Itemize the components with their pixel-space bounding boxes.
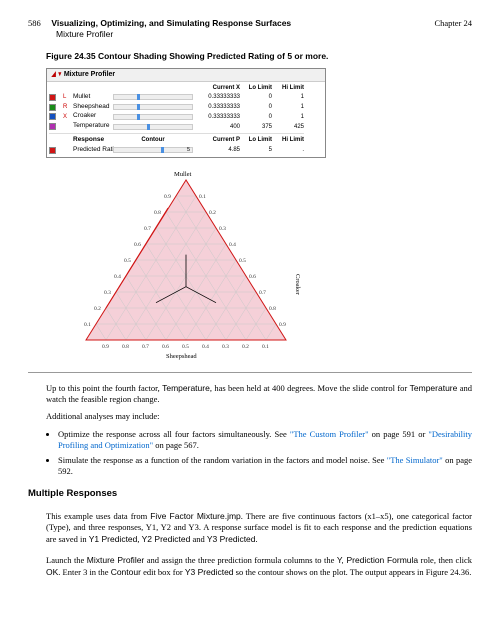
- factor-slider[interactable]: [113, 94, 193, 100]
- svg-text:0.6: 0.6: [249, 274, 256, 280]
- factor-lo[interactable]: 0: [242, 103, 272, 111]
- section-multiple-responses: Multiple Responses: [28, 488, 472, 501]
- ternary-plot: 0.1 0.1 0.2 0.2 0.3 0.3 0.4 0.4 0.5 0.5 0.6 0.6 0.7 0…: [46, 158, 326, 366]
- svg-text:0.4: 0.4: [114, 274, 121, 280]
- factor-slider[interactable]: [113, 124, 193, 130]
- contour-label: Contour: [113, 136, 193, 144]
- response-color[interactable]: [49, 147, 56, 154]
- svg-text:0.1: 0.1: [84, 322, 91, 328]
- para-feasible: Up to this point the fourth factor, Temp…: [46, 383, 472, 406]
- figure-caption: Figure 24.35 Contour Shading Showing Pre…: [46, 51, 472, 62]
- page-number: 586: [28, 18, 41, 28]
- svg-text:0.5: 0.5: [124, 258, 131, 264]
- svg-text:0.7: 0.7: [142, 344, 149, 350]
- disclosure-icon[interactable]: ◢: [52, 70, 56, 79]
- para-launch: Launch the Mixture Profiler and assign t…: [46, 555, 472, 578]
- factor-currentx[interactable]: 400: [195, 123, 240, 131]
- response-label: Response: [73, 136, 111, 145]
- svg-text:0.7: 0.7: [144, 226, 151, 232]
- factor-hi[interactable]: 1: [274, 93, 304, 101]
- svg-text:0.9: 0.9: [279, 322, 286, 328]
- factor-hi[interactable]: 425: [274, 123, 304, 131]
- svg-text:0.1: 0.1: [262, 344, 269, 350]
- svg-text:0.8: 0.8: [269, 306, 276, 312]
- svg-text:0.5: 0.5: [182, 344, 189, 350]
- header-subtitle: Mixture Profiler: [56, 29, 472, 40]
- factor-hi[interactable]: 1: [274, 103, 304, 111]
- response-hi[interactable]: .: [274, 146, 304, 154]
- svg-text:0.7: 0.7: [259, 290, 266, 296]
- factor-lo[interactable]: 375: [242, 123, 272, 131]
- col-lolimit: Lo Limit: [242, 84, 272, 92]
- col-currentx: Current X: [195, 84, 240, 92]
- factor-currentx[interactable]: 0.33333333: [195, 113, 240, 121]
- factor-hi[interactable]: 1: [274, 113, 304, 121]
- factor-slider[interactable]: [113, 104, 193, 110]
- svg-text:0.8: 0.8: [122, 344, 129, 350]
- svg-text:0.2: 0.2: [242, 344, 249, 350]
- factor-lo[interactable]: 0: [242, 113, 272, 121]
- factor-name: Sheepshead: [73, 103, 111, 112]
- list-item: Simulate the response as a function of t…: [58, 455, 472, 478]
- mixture-profiler-panel: ◢ ▾ Mixture Profiler Current X Lo Limit …: [46, 68, 326, 157]
- col-hilimit: Hi Limit: [274, 84, 304, 92]
- svg-text:Croaker: Croaker: [294, 274, 301, 296]
- col-currentp: Current P: [195, 136, 240, 144]
- link-simulator[interactable]: "The Simulator": [387, 455, 443, 465]
- svg-text:0.8: 0.8: [154, 210, 161, 216]
- svg-text:0.9: 0.9: [164, 194, 171, 200]
- svg-text:0.2: 0.2: [209, 210, 216, 216]
- svg-text:Mullet: Mullet: [174, 171, 192, 178]
- contour-slider[interactable]: 5: [113, 147, 193, 153]
- response-currentp: 4.85: [195, 146, 240, 154]
- svg-text:0.4: 0.4: [229, 242, 236, 248]
- svg-text:0.4: 0.4: [202, 344, 209, 350]
- analysis-list: Optimize the response across all four fa…: [58, 429, 472, 478]
- svg-text:0.6: 0.6: [134, 242, 141, 248]
- factor-name: Temperature: [73, 122, 111, 131]
- svg-text:0.3: 0.3: [222, 344, 229, 350]
- factor-name: Mullet: [73, 93, 111, 102]
- svg-text:0.2: 0.2: [94, 306, 101, 312]
- profiler-title-text: Mixture Profiler: [64, 71, 115, 78]
- list-item: Optimize the response across all four fa…: [58, 429, 472, 452]
- factor-name: Croaker: [73, 112, 111, 121]
- col-hilimit2: Hi Limit: [274, 136, 304, 144]
- axis-letter: R: [63, 103, 71, 111]
- col-lolimit2: Lo Limit: [242, 136, 272, 144]
- link-custom-profiler[interactable]: "The Custom Profiler": [290, 429, 369, 439]
- profiler-title-bar: ◢ ▾ Mixture Profiler: [47, 69, 325, 81]
- svg-text:0.9: 0.9: [102, 344, 109, 350]
- response-lo[interactable]: 5: [242, 146, 272, 154]
- svg-text:0.3: 0.3: [219, 226, 226, 232]
- response-name: Predicted Rating: [73, 146, 111, 155]
- factor-color-temperature[interactable]: [49, 123, 56, 130]
- profiler-controls: Current X Lo Limit Hi Limit L Mullet 0.3…: [47, 82, 325, 157]
- svg-text:0.1: 0.1: [199, 194, 206, 200]
- chapter-title: Visualizing, Optimizing, and Simulating …: [51, 18, 291, 28]
- factor-color-mullet[interactable]: [49, 94, 56, 101]
- page-header: 586 Visualizing, Optimizing, and Simulat…: [28, 18, 472, 29]
- factor-currentx[interactable]: 0.33333333: [195, 103, 240, 111]
- factor-slider[interactable]: [113, 114, 193, 120]
- ternary-svg: 0.1 0.1 0.2 0.2 0.3 0.3 0.4 0.4 0.5 0.5 0.6 0.6 0.7 0…: [56, 162, 316, 362]
- chapter-label: Chapter 24: [434, 18, 472, 29]
- factor-lo[interactable]: 0: [242, 93, 272, 101]
- svg-text:0.3: 0.3: [104, 290, 111, 296]
- svg-text:Sheepshead: Sheepshead: [166, 353, 197, 360]
- svg-text:0.5: 0.5: [239, 258, 246, 264]
- menu-icon[interactable]: ▾: [59, 70, 62, 79]
- axis-letter: L: [63, 93, 71, 101]
- figure-rule: [28, 372, 472, 373]
- para-additional: Additional analyses may include:: [46, 411, 472, 422]
- svg-text:0.6: 0.6: [162, 344, 169, 350]
- para-example-intro: This example uses data from Five Factor …: [46, 511, 472, 545]
- factor-color-sheepshead[interactable]: [49, 104, 56, 111]
- factor-color-croaker[interactable]: [49, 113, 56, 120]
- factor-currentx[interactable]: 0.33333333: [195, 93, 240, 101]
- axis-letter: X: [63, 113, 71, 121]
